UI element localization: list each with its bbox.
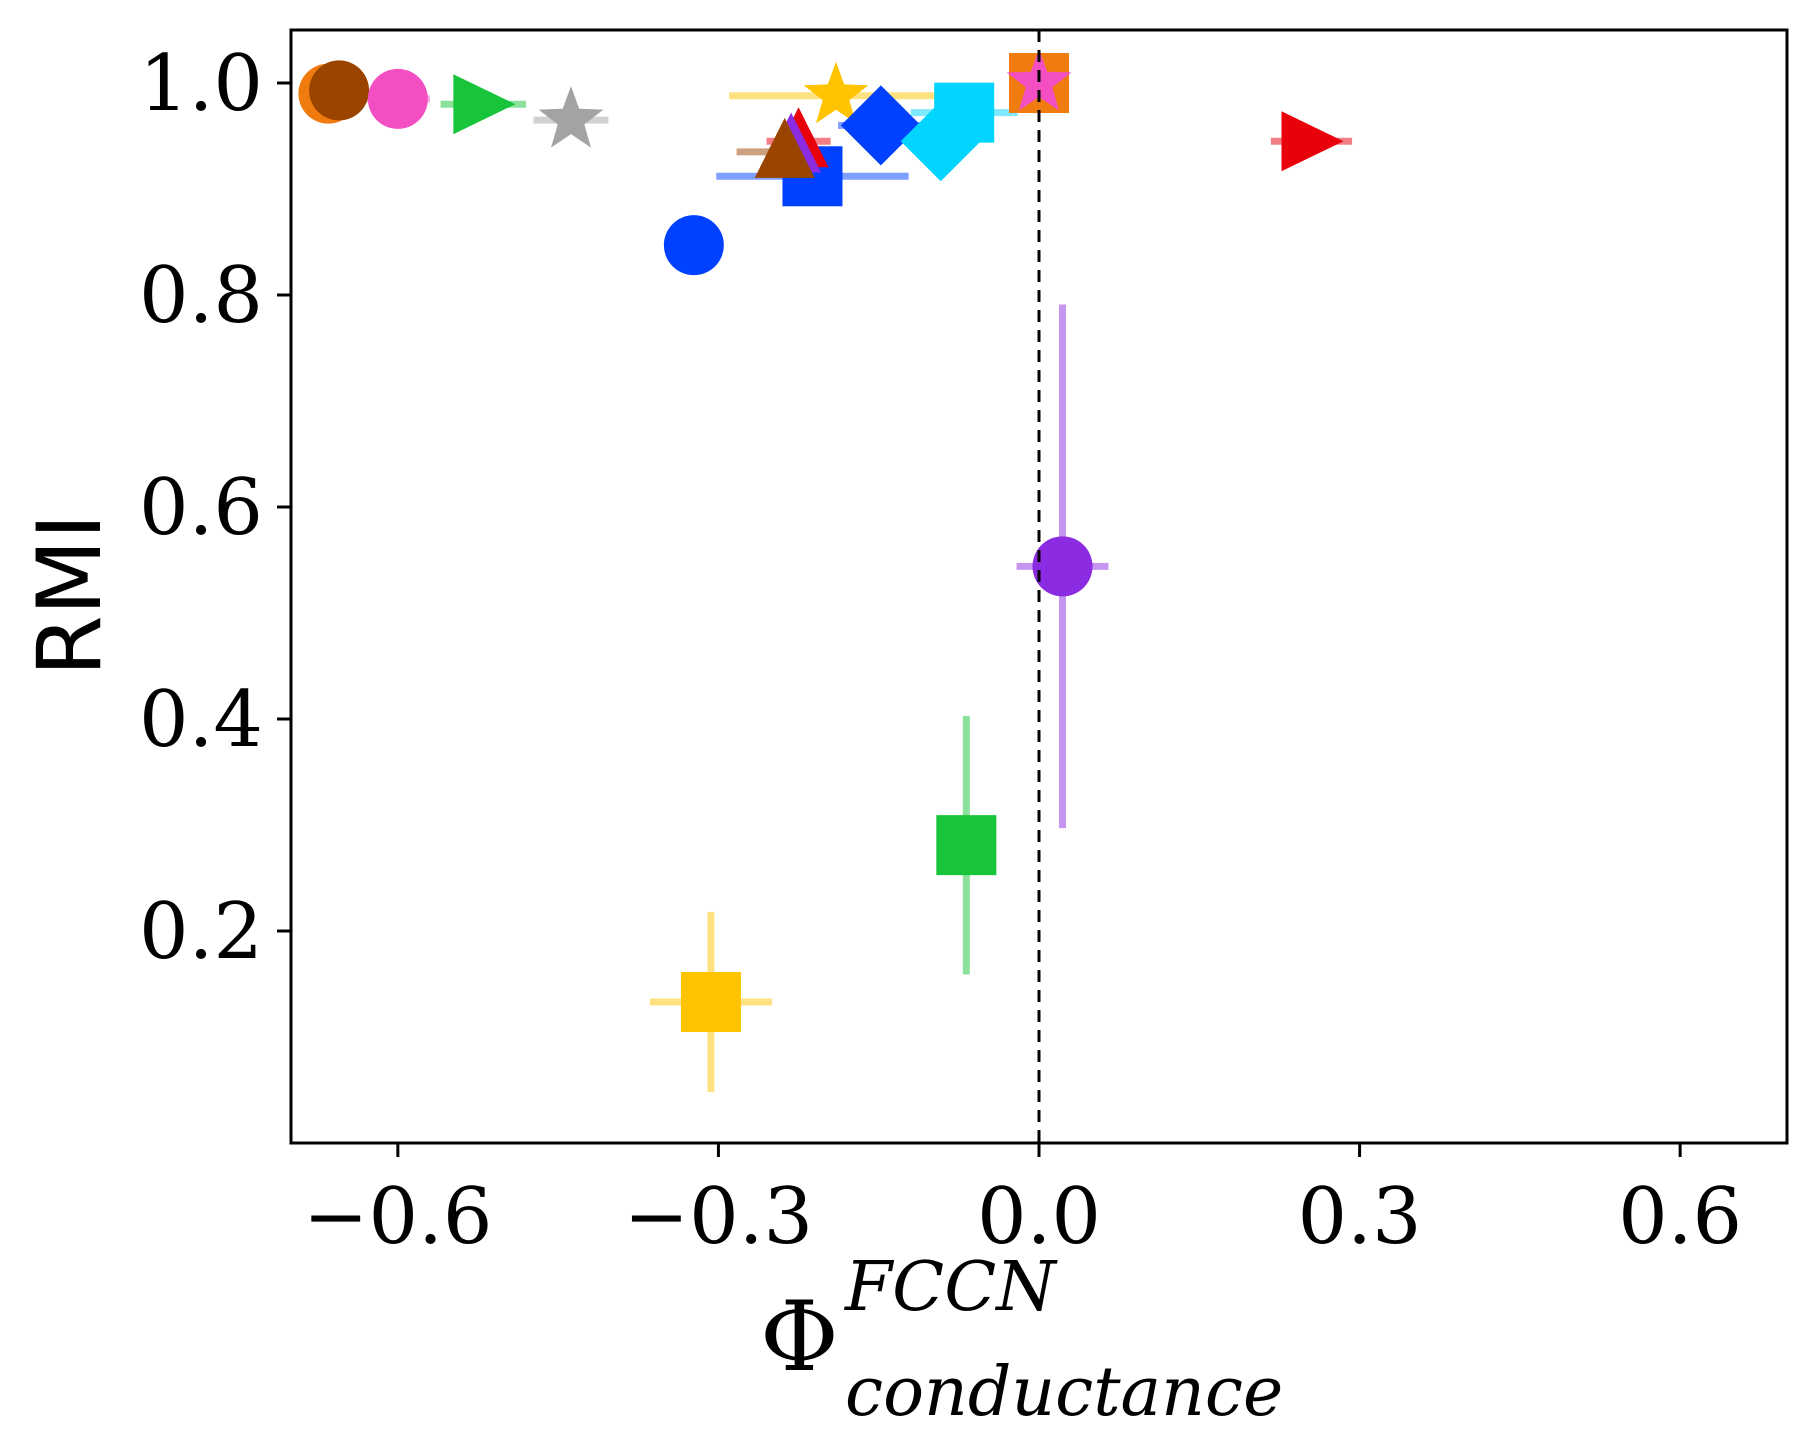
x-axis-label-subscript: conductance [845, 1353, 1283, 1432]
y-tick-label: 0.4 [139, 675, 263, 765]
circle-marker [367, 68, 428, 129]
error-bars [365, 92, 1353, 1093]
y-tick-label: 0.6 [139, 463, 263, 553]
circle-marker [663, 215, 724, 276]
circle-marker [1032, 536, 1093, 597]
x-tick-label: 0.0 [977, 1172, 1101, 1262]
x-tick-label: −0.3 [624, 1172, 813, 1262]
star-marker [803, 61, 869, 124]
square-marker [680, 972, 741, 1033]
triangle-right-marker [453, 74, 516, 135]
data-markers [298, 49, 1344, 1033]
circle-marker [309, 60, 370, 121]
y-axis-ticks: 0.2 0.4 0.6 0.8 1.0 [139, 39, 291, 977]
x-tick-label: 0.6 [1618, 1172, 1742, 1262]
y-tick-label: 0.8 [139, 251, 263, 341]
y-tick-label: 1.0 [139, 39, 263, 129]
y-axis-label: RMI [18, 513, 121, 676]
x-tick-label: −0.6 [303, 1172, 492, 1262]
x-axis-ticks: −0.6 −0.3 0.0 0.3 0.6 [303, 1143, 1742, 1262]
diamond-marker [840, 85, 921, 166]
star-marker [538, 86, 604, 148]
y-tick-label: 0.2 [139, 887, 263, 977]
triangle-right-marker [1281, 111, 1344, 172]
diamond-marker [900, 101, 981, 182]
square-marker [936, 815, 997, 876]
x-axis-label: Φ FCCN conductance [760, 1248, 1283, 1432]
x-tick-label: 0.3 [1298, 1172, 1422, 1262]
triangle-up-marker [754, 117, 815, 178]
x-axis-label-superscript: FCCN [843, 1248, 1058, 1327]
x-axis-label-symbol: Φ [760, 1281, 839, 1393]
